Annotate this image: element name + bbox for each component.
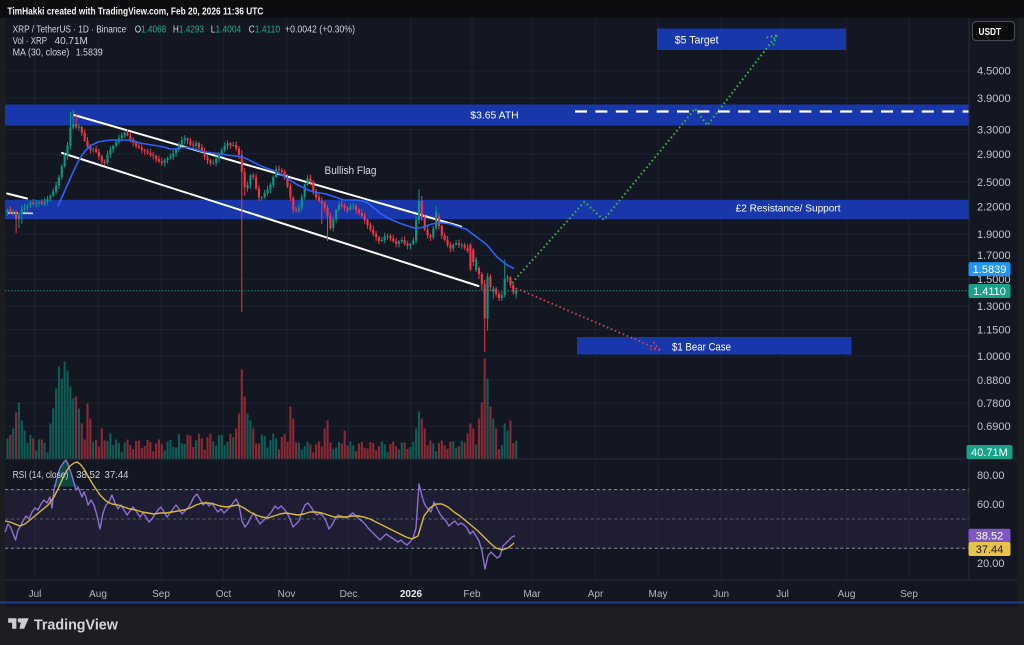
svg-text:20.00: 20.00 bbox=[977, 558, 1005, 570]
svg-text:0.6900: 0.6900 bbox=[977, 421, 1011, 433]
svg-text:TradingView: TradingView bbox=[34, 617, 119, 633]
svg-text:Oct: Oct bbox=[216, 589, 232, 600]
svg-text:Sep: Sep bbox=[152, 589, 170, 600]
svg-text:0.7800: 0.7800 bbox=[977, 398, 1011, 410]
svg-text:1.5000: 1.5000 bbox=[977, 274, 1011, 286]
svg-text:1.0000: 1.0000 bbox=[977, 351, 1011, 363]
svg-text:Apr: Apr bbox=[588, 589, 604, 600]
svg-text:4.5000: 4.5000 bbox=[977, 66, 1011, 78]
svg-text:TimHakki created with TradingV: TimHakki created with TradingView.com, F… bbox=[7, 5, 263, 17]
svg-text:40.71M: 40.71M bbox=[55, 36, 88, 47]
svg-text:Nov: Nov bbox=[278, 589, 296, 600]
svg-text:1.3000: 1.3000 bbox=[977, 301, 1011, 313]
svg-text:1.5839: 1.5839 bbox=[973, 264, 1007, 276]
svg-text:C1.4110: C1.4110 bbox=[249, 24, 281, 35]
svg-text:38.52: 38.52 bbox=[976, 531, 1004, 543]
svg-text:RSI (14, close): RSI (14, close) bbox=[13, 470, 69, 481]
svg-text:1.7000: 1.7000 bbox=[977, 250, 1011, 262]
svg-text:1.5839: 1.5839 bbox=[76, 48, 103, 59]
svg-text:Jul: Jul bbox=[776, 589, 789, 600]
svg-text:£2 Resistance/ Support: £2 Resistance/ Support bbox=[736, 202, 841, 214]
svg-text:0.8800: 0.8800 bbox=[977, 375, 1011, 387]
svg-text:Jun: Jun bbox=[713, 589, 729, 600]
svg-text:+0.0042 (+0.30%): +0.0042 (+0.30%) bbox=[285, 24, 355, 35]
svg-text:H1.4293: H1.4293 bbox=[173, 24, 204, 35]
svg-text:Dec: Dec bbox=[340, 589, 358, 600]
svg-text:Mar: Mar bbox=[523, 589, 541, 600]
svg-text:Bullish Flag: Bullish Flag bbox=[325, 165, 377, 177]
svg-text:$5 Target: $5 Target bbox=[675, 35, 719, 47]
svg-text:Feb: Feb bbox=[463, 589, 481, 600]
svg-text:USDT: USDT bbox=[979, 26, 1002, 38]
svg-text:38.52: 38.52 bbox=[76, 470, 100, 481]
svg-text:2026: 2026 bbox=[400, 589, 423, 600]
svg-text:2.9000: 2.9000 bbox=[977, 149, 1011, 161]
svg-text:$1 Bear Case: $1 Bear Case bbox=[672, 341, 731, 353]
svg-text:$3.65 ATH: $3.65 ATH bbox=[470, 109, 518, 121]
svg-text:May: May bbox=[649, 589, 668, 600]
svg-text:2.2000: 2.2000 bbox=[977, 201, 1011, 213]
svg-text:1.9000: 1.9000 bbox=[977, 229, 1011, 241]
svg-text:MA (30, close): MA (30, close) bbox=[13, 48, 70, 59]
svg-text:60.00: 60.00 bbox=[977, 499, 1005, 511]
svg-text:Vol · XRP: Vol · XRP bbox=[13, 36, 48, 47]
svg-text:2.5000: 2.5000 bbox=[977, 177, 1011, 189]
svg-text:Aug: Aug bbox=[838, 589, 856, 600]
svg-text:1.1500: 1.1500 bbox=[977, 324, 1011, 336]
svg-text:Sep: Sep bbox=[900, 589, 918, 600]
svg-text:37.44: 37.44 bbox=[976, 544, 1004, 556]
svg-text:XRP / TetherUS · 1D · Binance: XRP / TetherUS · 1D · Binance bbox=[13, 24, 127, 35]
svg-text:80.00: 80.00 bbox=[977, 470, 1005, 482]
svg-text:40.71M: 40.71M bbox=[971, 447, 1008, 459]
svg-text:O1.4068: O1.4068 bbox=[135, 24, 167, 35]
svg-text:3.9000: 3.9000 bbox=[977, 93, 1011, 105]
svg-text:3.3000: 3.3000 bbox=[977, 124, 1011, 136]
svg-text:Aug: Aug bbox=[89, 589, 107, 600]
svg-text:Jul: Jul bbox=[29, 589, 42, 600]
svg-text:1.4110: 1.4110 bbox=[973, 286, 1006, 298]
svg-text:37.44: 37.44 bbox=[105, 470, 129, 481]
svg-text:L1.4004: L1.4004 bbox=[211, 24, 242, 35]
